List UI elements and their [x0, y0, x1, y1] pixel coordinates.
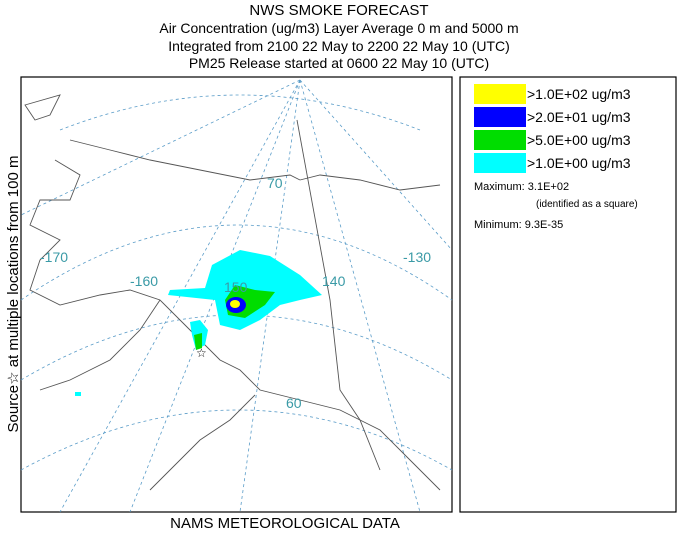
- footer: NAMS METEOROLOGICAL DATA: [170, 515, 400, 532]
- legend-swatch: [474, 107, 526, 127]
- map-label: 140: [322, 273, 346, 289]
- title: NWS SMOKE FORECAST: [249, 2, 428, 19]
- map-label: 150: [224, 279, 248, 295]
- map-label: -160: [130, 273, 158, 289]
- maximum: Maximum: 3.1E+02: [474, 181, 569, 193]
- plume-speck: [75, 392, 81, 396]
- map-label: -130: [403, 249, 431, 265]
- smoke-plume: ☆: [75, 250, 322, 396]
- map-label: -170: [40, 249, 68, 265]
- subtitle: PM25 Release started at 0600 22 May 10 (…: [189, 55, 489, 71]
- subtitle: Integrated from 2100 22 May to 2200 22 M…: [168, 38, 510, 54]
- coastline: [24, 94, 441, 491]
- plume-peak: [230, 300, 240, 308]
- map-label: 70: [267, 175, 283, 191]
- legend-label: >1.0E+00 ug/m3: [527, 155, 631, 171]
- minimum: Minimum: 9.3E-35: [474, 219, 563, 231]
- plume-small-core: [194, 333, 202, 350]
- map-panel: ☆ -170 -160 150 140 -130 70 60: [20, 76, 453, 513]
- legend-label: >5.0E+00 ug/m3: [527, 132, 631, 148]
- legend-swatch: [474, 84, 526, 104]
- source-star: ☆: [196, 346, 207, 360]
- legend-label: >1.0E+02 ug/m3: [527, 86, 631, 102]
- maximum-note: (identified as a square): [536, 199, 638, 210]
- legend-swatch: [474, 130, 526, 150]
- legend-label: >2.0E+01 ug/m3: [527, 109, 631, 125]
- legend: Maximum: 3.1E+02 (identified as a square…: [459, 76, 677, 513]
- side-label: Source☆ at multiple locations from 100 m: [5, 156, 22, 433]
- legend-swatch: [474, 153, 526, 173]
- map-label: 60: [286, 395, 302, 411]
- subtitle: Air Concentration (ug/m3) Layer Average …: [159, 20, 518, 36]
